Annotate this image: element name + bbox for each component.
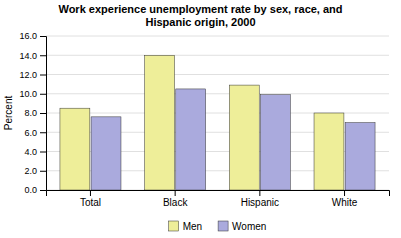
- grid: [46, 36, 389, 190]
- bar: [314, 113, 344, 190]
- tick: Black: [163, 190, 188, 208]
- tick: 10.0: [19, 89, 46, 99]
- bar: [145, 55, 175, 190]
- tick-label: Hispanic: [241, 197, 279, 208]
- axis-title: Percent: [3, 96, 14, 131]
- tick-label: 12.0: [19, 70, 37, 80]
- y-axis: 0.0 2.0 4.0 6.0 8.0 10.0 12.0 14.0 16.0: [19, 31, 46, 195]
- tick-label: 10.0: [19, 89, 37, 99]
- legend-swatch: [169, 221, 179, 231]
- bar: [176, 89, 206, 190]
- legend: Men Women: [169, 221, 267, 232]
- tick: 2.0: [24, 166, 46, 176]
- tick-label: 6.0: [24, 128, 37, 138]
- tick: 4.0: [24, 147, 46, 157]
- bar: [229, 85, 259, 190]
- bar: [91, 117, 121, 190]
- bar: [60, 108, 90, 190]
- tick-mark: [40, 113, 46, 114]
- chart: Work experience unemployment rate by sex…: [0, 0, 401, 238]
- axis-line: [40, 37, 47, 191]
- tick: White: [332, 190, 358, 208]
- bar: [260, 95, 290, 190]
- tick-label: 4.0: [24, 147, 37, 157]
- tick: 12.0: [19, 70, 46, 80]
- tick-mark: [175, 190, 176, 196]
- tick: 0.0: [24, 185, 46, 195]
- tick-label: 8.0: [24, 108, 37, 118]
- tick: 8.0: [24, 108, 46, 118]
- grid-line: [46, 36, 389, 37]
- legend-label: Women: [232, 221, 266, 232]
- tick-label: 0.0: [24, 185, 37, 195]
- tick: 6.0: [24, 128, 46, 138]
- grid-line: [46, 74, 389, 75]
- tick-mark: [344, 190, 345, 196]
- legend-swatch: [218, 221, 228, 231]
- tick-mark: [40, 190, 46, 191]
- tick-mark: [40, 75, 46, 76]
- tick-label: 14.0: [19, 51, 37, 61]
- tick-mark: [90, 190, 91, 196]
- tick-mark: [40, 94, 46, 95]
- tick: Hispanic: [241, 190, 279, 208]
- legend-label: Men: [183, 221, 202, 232]
- tick-label: White: [332, 197, 358, 208]
- tick-mark: [259, 190, 260, 196]
- tick-label: Total: [80, 197, 101, 208]
- tick-label: 16.0: [19, 31, 37, 41]
- tick: 14.0: [19, 51, 46, 61]
- tick-mark: [40, 132, 46, 133]
- tick-mark: [40, 36, 46, 37]
- tick-mark: [40, 55, 46, 56]
- legend-item: Women: [218, 221, 266, 232]
- legend-item: Men: [169, 221, 202, 232]
- bar: [345, 123, 375, 190]
- bar-series: [60, 55, 344, 190]
- tick: 16.0: [19, 31, 46, 41]
- grid-line: [46, 93, 389, 94]
- tick: Total: [80, 190, 101, 208]
- title: Work experience unemployment rate by sex…: [58, 3, 342, 28]
- tick-label: Black: [163, 197, 188, 208]
- tick-label: 2.0: [24, 166, 37, 176]
- plot-area: [60, 55, 375, 190]
- tick-mark: [40, 152, 46, 153]
- grid-line: [46, 55, 389, 56]
- tick-mark: [40, 171, 46, 172]
- axis-line: [47, 191, 390, 197]
- x-axis: Total Black Hispanic White: [47, 190, 390, 208]
- bar-series: [91, 89, 375, 190]
